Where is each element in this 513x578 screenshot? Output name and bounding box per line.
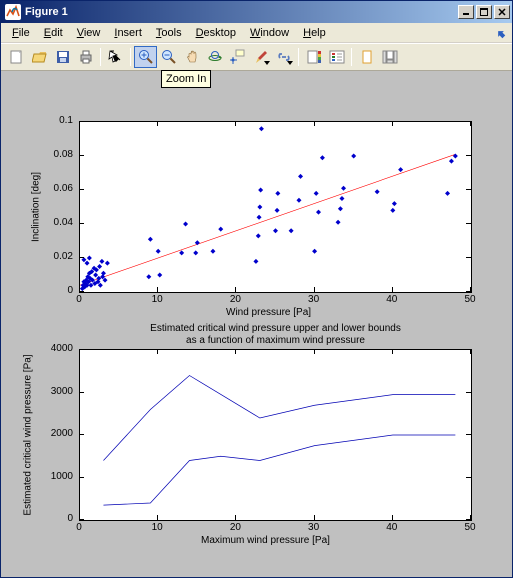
ytick-label: 0.04 — [35, 217, 73, 228]
dock-icon[interactable] — [494, 25, 508, 39]
ytick-label: 3000 — [35, 386, 73, 397]
figure-window: Figure 1 File Edit View Insert Tools Des… — [0, 0, 513, 578]
rotate3d-button[interactable] — [203, 46, 226, 68]
xtick-label: 40 — [382, 522, 402, 533]
xtick-label: 40 — [382, 294, 402, 305]
menu-edit[interactable]: Edit — [37, 25, 70, 41]
menu-desktop[interactable]: Desktop — [189, 25, 243, 41]
xtick-label: 50 — [460, 294, 480, 305]
brush-button[interactable] — [249, 46, 272, 68]
zoom-in-button[interactable] — [134, 46, 157, 68]
xtick-label: 20 — [225, 522, 245, 533]
window-buttons — [456, 5, 510, 19]
save-button[interactable] — [51, 46, 74, 68]
xlabel-2: Maximum wind pressure [Pa] — [201, 535, 330, 546]
window-title: Figure 1 — [25, 6, 456, 18]
xtick-label: 30 — [304, 522, 324, 533]
pan-button[interactable] — [180, 46, 203, 68]
ytick-label: 0.08 — [35, 149, 73, 160]
xlabel-1: Wind pressure [Pa] — [226, 307, 311, 318]
xtick-label: 50 — [460, 522, 480, 533]
ytick-label: 1000 — [35, 471, 73, 482]
tooltip: Zoom In — [161, 70, 211, 88]
close-button[interactable] — [494, 5, 510, 19]
edit-plot-button[interactable] — [104, 46, 127, 68]
link-button[interactable] — [272, 46, 295, 68]
menu-insert[interactable]: Insert — [107, 25, 149, 41]
chart2-title-line2: as a function of maximum wind pressure — [79, 335, 472, 346]
toolbar-separator — [298, 48, 299, 66]
ylabel-2: Estimated critical wind pressure [Pa] — [23, 354, 34, 515]
ytick-label: 0.06 — [35, 183, 73, 194]
insert-legend-button[interactable] — [325, 46, 348, 68]
toolbar-separator — [100, 48, 101, 66]
data-cursor-button[interactable] — [226, 46, 249, 68]
xtick-label: 20 — [225, 294, 245, 305]
open-button[interactable] — [28, 46, 51, 68]
show-plot-tools-button[interactable] — [378, 46, 401, 68]
xtick-label: 10 — [147, 522, 167, 533]
menu-file[interactable]: File — [5, 25, 37, 41]
minimize-button[interactable] — [458, 5, 474, 19]
ytick-label: 0 — [35, 513, 73, 524]
axes-inclination-vs-windpressure[interactable] — [79, 121, 472, 293]
zoom-out-button[interactable] — [157, 46, 180, 68]
matlab-figure-icon — [5, 4, 21, 20]
hide-plot-tools-button[interactable] — [355, 46, 378, 68]
toolbar-separator — [351, 48, 352, 66]
maximize-button[interactable] — [476, 5, 492, 19]
print-button[interactable] — [74, 46, 97, 68]
ytick-label: 0.1 — [35, 115, 73, 126]
ytick-label: 2000 — [35, 428, 73, 439]
menu-window[interactable]: Window — [243, 25, 296, 41]
axes-critical-wind-pressure[interactable] — [79, 349, 472, 521]
insert-colorbar-button[interactable] — [302, 46, 325, 68]
ytick-label: 4000 — [35, 343, 73, 354]
xtick-label: 0 — [69, 294, 89, 305]
xtick-label: 30 — [304, 294, 324, 305]
toolbar-separator — [130, 48, 131, 66]
menu-view[interactable]: View — [70, 25, 108, 41]
ytick-label: 0.02 — [35, 251, 73, 262]
title-bar[interactable]: Figure 1 — [1, 1, 512, 23]
ytick-label: 0 — [35, 285, 73, 296]
menu-bar: File Edit View Insert Tools Desktop Wind… — [1, 23, 512, 43]
xtick-label: 10 — [147, 294, 167, 305]
chart2-title-line1: Estimated critical wind pressure upper a… — [79, 323, 472, 334]
figure-canvas[interactable]: Inclination [deg] Wind pressure [Pa] Est… — [1, 71, 512, 577]
new-figure-button[interactable] — [5, 46, 28, 68]
toolbar: Zoom In — [1, 43, 512, 71]
menu-tools[interactable]: Tools — [149, 25, 189, 41]
xtick-label: 0 — [69, 522, 89, 533]
menu-help[interactable]: Help — [296, 25, 333, 41]
